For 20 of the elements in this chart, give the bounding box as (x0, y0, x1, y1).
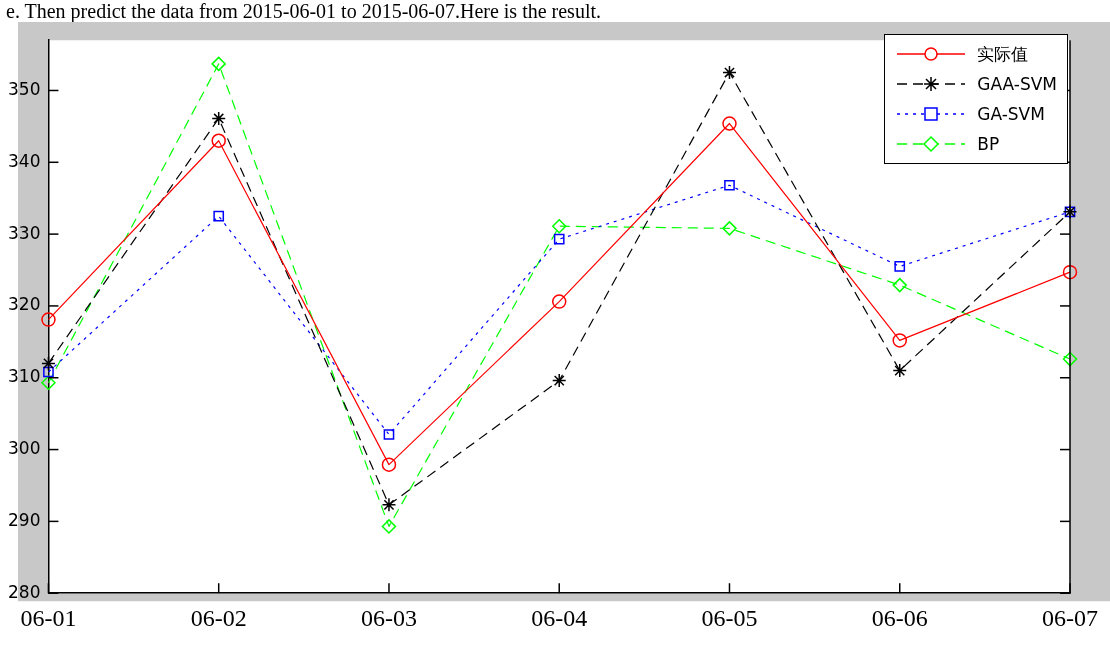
y-tick-label: 350 (7, 78, 41, 99)
text: e. Then predict the data from 2015-06-01 to 2015-06-07.Here is the result. (6, 0, 602, 22)
legend-label: GAA-SVM (977, 74, 1057, 94)
x-tick-label: 06-05 (701, 604, 758, 631)
legend-label: 实际值 (977, 42, 1029, 66)
y-tick-label: 320 (7, 294, 41, 315)
x-tick-label: 06-02 (190, 604, 247, 631)
x-tick-label: 06-03 (360, 604, 417, 631)
y-tick-label: 310 (7, 366, 41, 387)
x-tick-label: 06-07 (1042, 604, 1098, 631)
x-tick-label: 06-04 (531, 604, 588, 631)
y-tick-label: 330 (7, 222, 41, 243)
y-tick-label: 290 (7, 509, 41, 530)
legend-label: GA-SVM (977, 104, 1045, 124)
legend-label: BP (977, 134, 1000, 154)
x-tick-label: 06-01 (20, 604, 77, 631)
y-tick-label: 340 (7, 150, 41, 171)
y-tick-label: 300 (7, 437, 41, 458)
x-tick-label: 06-06 (871, 604, 928, 631)
y-tick-label: 280 (7, 581, 41, 602)
